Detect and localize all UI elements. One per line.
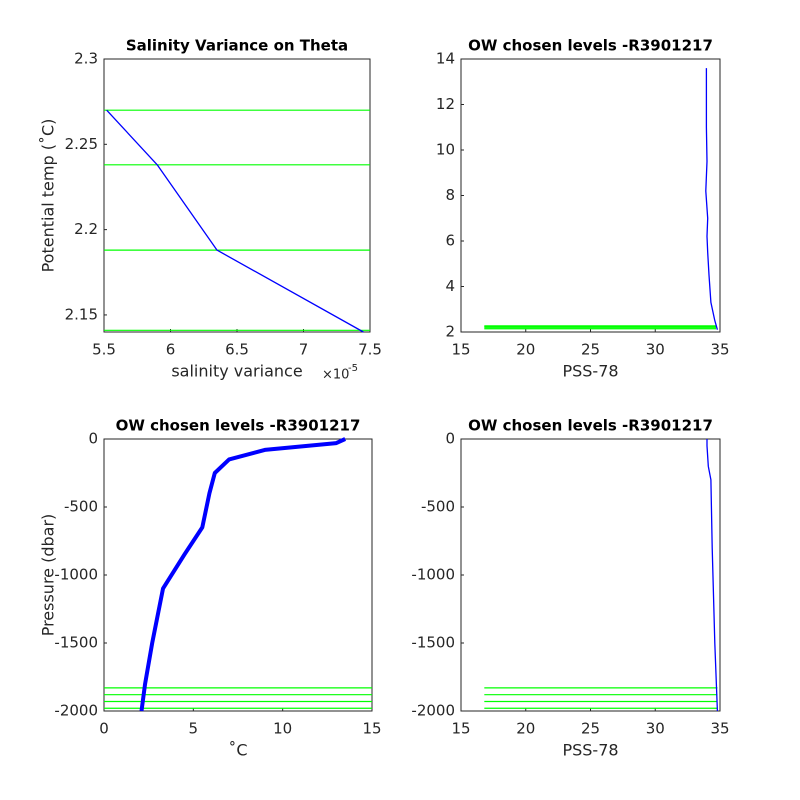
x-tick-label: 5: [189, 720, 199, 738]
plot-area: [460, 58, 721, 333]
x-axis-label: salinity variance: [171, 362, 302, 381]
y-tick-label: -500: [64, 498, 98, 516]
y-tick-label: -1500: [411, 634, 455, 652]
y-tick-label: 8: [445, 186, 455, 204]
y-tick-label: 2.15: [65, 305, 98, 323]
plot-area: [103, 58, 371, 333]
y-axis-label: Potential temp (˚C): [39, 119, 58, 273]
x-tick-label: 6: [166, 341, 176, 359]
x-tick-label: 0: [99, 720, 109, 738]
y-tick-label: 2.25: [65, 135, 98, 153]
x-axis-label: ˚C: [228, 741, 247, 760]
y-tick-label: -1500: [54, 634, 98, 652]
y-tick-label: 10: [436, 141, 455, 159]
chart-title: OW chosen levels -R3901217: [468, 417, 713, 435]
x-tick-label: 35: [710, 720, 729, 738]
chart-title: OW chosen levels -R3901217: [468, 37, 713, 55]
y-axis-label: Pressure (dbar): [39, 514, 58, 637]
y-tick-label: 2: [445, 323, 455, 341]
x-tick-label: 15: [362, 720, 381, 738]
chart-title: OW chosen levels -R3901217: [116, 417, 361, 435]
y-tick-label: -2000: [411, 702, 455, 720]
y-tick-label: 4: [445, 277, 455, 295]
x-tick-label: 5.5: [92, 341, 116, 359]
profile-line: [706, 439, 719, 712]
x-multiplier-exp: -5: [348, 363, 358, 374]
x-tick-label: 15: [451, 720, 470, 738]
y-tick-label: -2000: [54, 702, 98, 720]
x-tick-label: 25: [581, 720, 600, 738]
x-axis-label: PSS-78: [562, 741, 618, 760]
x-axis-label: PSS-78: [562, 362, 618, 381]
y-tick-label: -1000: [54, 566, 98, 584]
y-tick-label: 12: [436, 95, 455, 113]
x-tick-label: 10: [273, 720, 292, 738]
x-tick-label: 35: [710, 341, 729, 359]
y-tick-label: 0: [445, 430, 455, 448]
profile-line: [106, 109, 364, 333]
profile-line: [705, 68, 719, 330]
x-tick-label: 25: [581, 341, 600, 359]
x-tick-label: 20: [516, 341, 535, 359]
x-tick-label: 20: [516, 720, 535, 738]
profile-line: [139, 437, 347, 712]
y-tick-label: -500: [421, 498, 455, 516]
chart-title: Salinity Variance on Theta: [126, 37, 348, 55]
y-tick-label: -1000: [411, 566, 455, 584]
x-tick-label: 15: [451, 341, 470, 359]
x-tick-label: 7.5: [358, 341, 382, 359]
y-tick-label: 2.3: [74, 50, 98, 68]
y-tick-label: 2.2: [74, 220, 98, 238]
x-tick-label: 6.5: [225, 341, 249, 359]
y-tick-label: 6: [445, 232, 455, 250]
plot-area: [460, 438, 721, 712]
x-tick-label: 30: [646, 341, 665, 359]
x-tick-label: 30: [646, 720, 665, 738]
plot-area: [103, 438, 373, 712]
y-tick-label: 14: [436, 50, 455, 68]
x-multiplier: ×10: [322, 368, 349, 383]
x-tick-label: 7: [299, 341, 309, 359]
y-tick-label: 0: [88, 430, 98, 448]
